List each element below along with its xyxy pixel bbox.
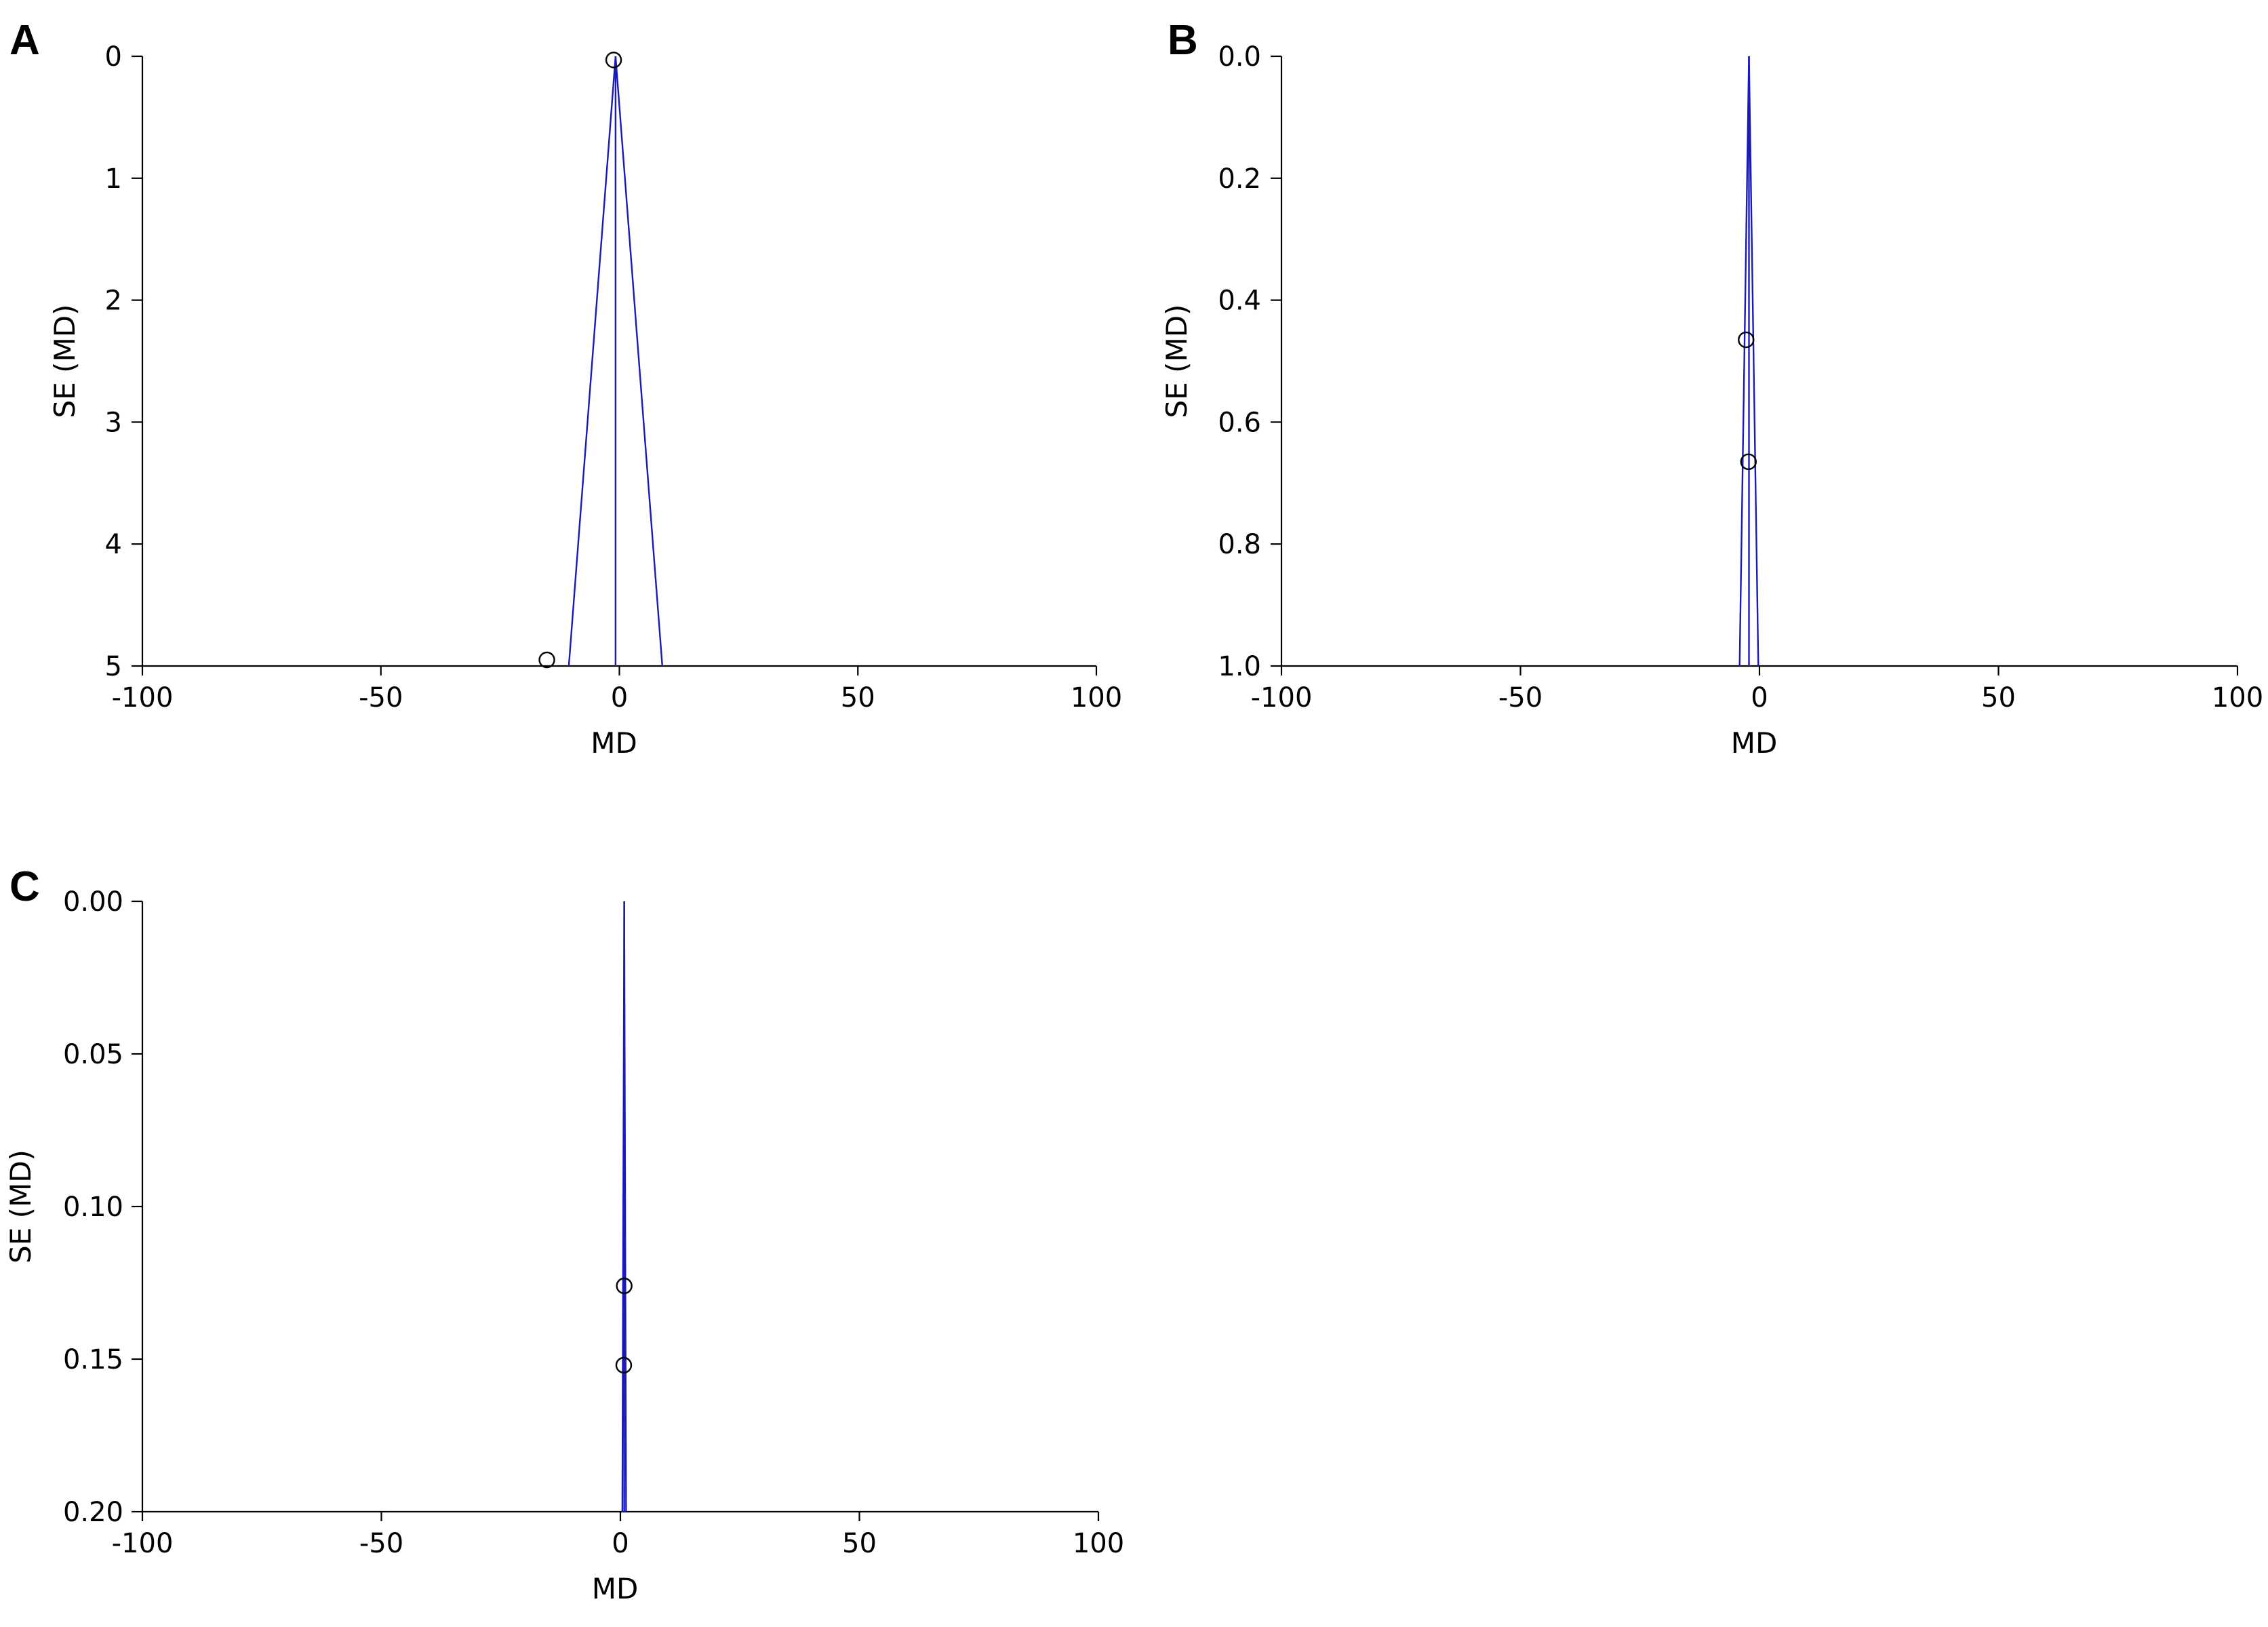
chart-panel-a: A 0 1 2 3 4 5-100 -50 0 50 100 MD SE (MD) — [9, 17, 1122, 760]
x-axis-label: MD — [591, 726, 637, 760]
funnel-left-line — [568, 56, 617, 667]
x-tick-label: 50 — [1981, 682, 2016, 713]
y-tick-label: 0.4 — [1218, 286, 1261, 317]
chart-panel-c: C 0.00 0.05 0.10 0.15 0.20-100 -50 0 50 100 MD SE (… — [4, 863, 1124, 1605]
x-tick-label: 50 — [842, 1528, 877, 1559]
x-tick-label: 0 — [612, 1528, 629, 1559]
x-tick-label: 100 — [1073, 1528, 1124, 1559]
panel-letter: C — [9, 863, 40, 910]
y-tick-label: 5 — [105, 651, 122, 682]
study-point — [1738, 331, 1755, 349]
y-axis-label: SE (MD) — [1160, 305, 1193, 418]
funnel-right-line — [614, 56, 664, 667]
chart-panel-b: B 0.0 0.2 0.4 0.6 0.8 1.0-100 -50 0 50 100 MD SE (MD… — [1160, 17, 2263, 760]
funnel-left-line — [1738, 56, 1750, 667]
funnel-lines — [621, 901, 627, 1512]
y-tick-label: 0.00 — [63, 886, 123, 918]
y-tick-label: 0.05 — [63, 1039, 123, 1070]
x-axis-label: MD — [592, 1572, 639, 1605]
panel-letter: B — [1168, 17, 1198, 64]
y-tick-label: 0.20 — [63, 1497, 123, 1528]
x-tick-label: -100 — [112, 682, 174, 713]
x-tick-label: -50 — [1498, 682, 1543, 713]
study-point — [538, 651, 555, 669]
funnel-right-line — [1748, 56, 1759, 667]
x-tick-label: -50 — [359, 1528, 403, 1559]
y-tick-label: 0.10 — [63, 1192, 123, 1223]
y-tick-label: 2 — [105, 286, 122, 317]
study-point — [605, 52, 622, 68]
study-point — [1740, 453, 1757, 471]
y-tick-label: 0.0 — [1218, 41, 1261, 73]
y-tick-label: 0.6 — [1218, 407, 1261, 438]
x-tick-label: 0 — [1751, 682, 1768, 713]
x-tick-label: -50 — [359, 682, 403, 713]
funnel-lines — [1738, 56, 1759, 667]
y-tick-label: 0 — [105, 41, 122, 73]
study-point — [616, 1277, 633, 1295]
y-tick-label: 0.2 — [1218, 163, 1261, 195]
y-tick-label: 1.0 — [1218, 651, 1261, 682]
x-tick-label: 100 — [1071, 682, 1122, 713]
y-tick-label: 1 — [105, 163, 122, 195]
x-tick-label: -100 — [112, 1528, 174, 1559]
study-point — [615, 1356, 633, 1374]
x-tick-label: -100 — [1251, 682, 1313, 713]
y-tick-label: 0.15 — [63, 1344, 123, 1375]
panel-letter: A — [9, 17, 40, 64]
y-axis-label: SE (MD) — [4, 1150, 37, 1263]
funnel-lines — [568, 56, 664, 667]
y-tick-label: 0.8 — [1218, 529, 1261, 560]
y-tick-label: 4 — [105, 529, 122, 560]
x-tick-label: 50 — [841, 682, 875, 713]
y-axis-label: SE (MD) — [48, 305, 81, 418]
x-tick-label: 0 — [611, 682, 628, 713]
y-tick-label: 3 — [105, 407, 122, 438]
x-axis-label: MD — [1731, 726, 1778, 760]
x-tick-label: 100 — [2212, 682, 2263, 713]
